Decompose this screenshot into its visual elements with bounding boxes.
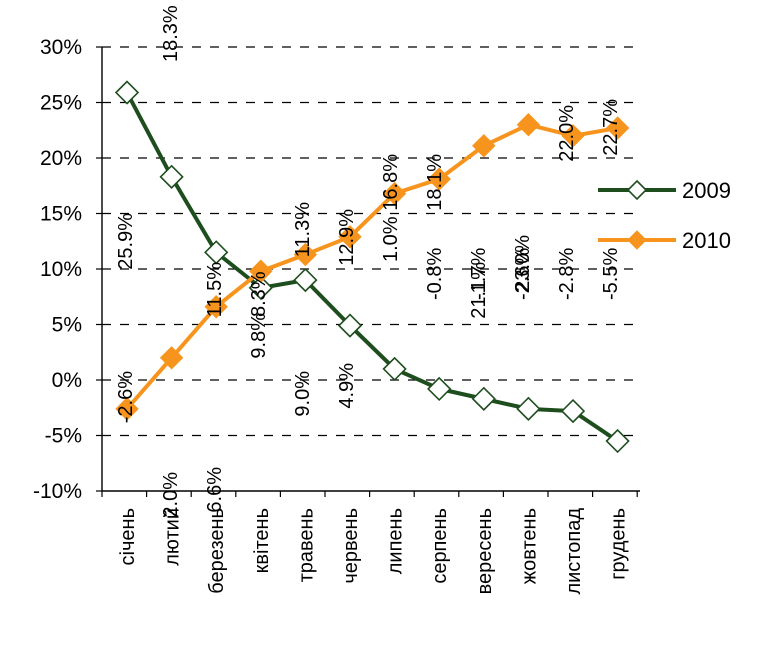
data-label-2010: 2.0% [160, 472, 182, 518]
data-label-2009: 11.5% [204, 262, 226, 317]
x-category-label: січень [117, 508, 139, 565]
data-point-2010 [249, 259, 273, 283]
x-category-label: березень [206, 508, 228, 594]
data-point-2010 [338, 225, 362, 249]
legend: 2009 2010 [598, 178, 731, 253]
x-category-label: серпень [429, 508, 451, 584]
data-point-2009 [248, 275, 273, 301]
y-tick-label: 25% [40, 92, 82, 115]
x-category-label: вересень [474, 508, 496, 594]
data-point-2010 [115, 397, 139, 421]
data-label-2010: -2.6% [115, 371, 137, 423]
data-point-2010 [516, 112, 541, 137]
data-label-2009: 25.9% [115, 213, 137, 270]
axes [96, 46, 640, 497]
data-point-2009 [293, 267, 318, 293]
data-point-2009 [516, 396, 541, 421]
data-point-2010 [293, 242, 318, 267]
series-markers [114, 80, 630, 454]
data-point-2010 [382, 181, 407, 206]
data-label-2010: 18.1% [424, 154, 446, 211]
data-point-2009 [471, 386, 496, 412]
data-point-2009 [427, 376, 452, 402]
series-line-2010 [125, 122, 618, 411]
data-point-2010 [159, 346, 184, 370]
data-point-2010 [605, 116, 630, 140]
data-label-2010: 22.7% [600, 99, 622, 156]
data-point-2010 [204, 295, 228, 319]
legend-marker-2009 [626, 179, 648, 201]
data-point-2010 [427, 167, 451, 191]
x-category-label: червень [340, 508, 362, 584]
data-point-2009 [114, 80, 140, 105]
data-label-2009: 18.3% [160, 5, 182, 62]
data-label-2009: -0.8% [424, 248, 446, 300]
y-tick-label: -10% [33, 480, 82, 503]
x-category-label: липень [385, 508, 407, 574]
data-label-2010: 9.8% [248, 313, 270, 359]
y-tick-label: 20% [40, 147, 82, 170]
y-tick-label: 5% [52, 314, 82, 337]
data-label-2010: 22.0% [556, 105, 578, 162]
data-point-2009 [560, 398, 586, 424]
data-label-2009: -1.7% [468, 248, 490, 300]
data-label-2009: 9.0% [292, 371, 314, 417]
data-label-2010: 21.1% [468, 262, 490, 319]
x-category-label: квітень [251, 508, 273, 573]
y-tick-label: 30% [40, 36, 82, 59]
data-point-2009 [337, 313, 363, 338]
series-lines [125, 91, 619, 443]
data-point-2009 [382, 356, 407, 382]
data-label-2009: -5.5% [600, 248, 622, 300]
data-label-2009: 1.0% [380, 216, 402, 262]
data-label-2009: -2.6% [512, 248, 534, 300]
y-tick-label: 10% [40, 258, 82, 281]
data-label-2010: 23.0% [512, 235, 534, 292]
data-point-2009 [204, 240, 229, 265]
data-label-2010: 11.3% [292, 202, 314, 257]
x-category-label: грудень [608, 508, 630, 580]
data-label-2010: 6.6% [204, 467, 226, 513]
x-category-label: лютий [162, 508, 184, 566]
data-labels: 25.9% 18.3% 11.5% 8.3% 9.0% 4.9% 1.0% -0.8% -1.7… [115, 5, 622, 518]
y-axis-tick-labels: -10% -5% 0% 5% 10% 15% 20% 25% 30% [33, 36, 82, 503]
data-label-2009: 4.9% [336, 363, 358, 409]
y-tick-label: 15% [40, 203, 82, 226]
legend-label-2009: 2009 [682, 178, 731, 203]
data-point-2009 [605, 428, 630, 454]
x-category-label: листопад [563, 508, 585, 595]
y-tick-label: 0% [52, 369, 82, 392]
data-point-2009 [159, 164, 184, 190]
data-point-2010 [561, 124, 585, 148]
series-line-2009 [125, 91, 619, 443]
x-category-label: жовтень [518, 508, 540, 584]
legend-marker-2010 [627, 230, 647, 250]
x-axis-category-labels: січень лютий березень квітень травень червень… [117, 508, 630, 595]
x-category-label: травень [295, 508, 317, 582]
y-tick-label: -5% [45, 425, 82, 448]
data-label-2010: 16.8% [380, 154, 402, 211]
data-label-2010: 12.9% [336, 209, 358, 266]
data-point-2010 [472, 134, 496, 158]
data-label-2009: -2.8% [556, 248, 578, 300]
legend-label-2010: 2010 [682, 228, 731, 253]
data-label-2009: 8.3% [248, 271, 270, 317]
